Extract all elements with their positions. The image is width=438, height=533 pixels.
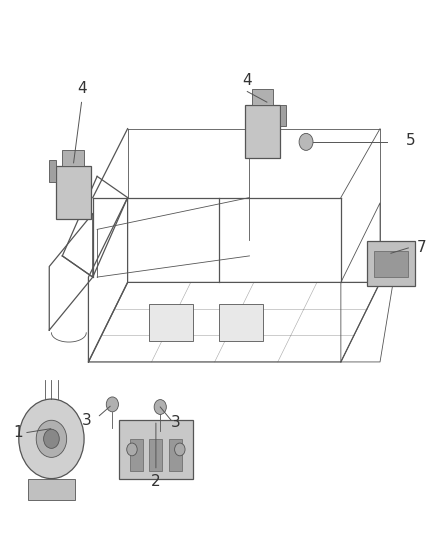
Text: 7: 7 <box>417 240 426 255</box>
Circle shape <box>106 397 118 412</box>
Bar <box>149 304 193 341</box>
Bar <box>149 439 162 471</box>
Circle shape <box>127 443 137 456</box>
Bar <box>245 105 280 158</box>
Text: 4: 4 <box>77 82 87 96</box>
Circle shape <box>299 133 313 150</box>
Bar <box>119 420 193 479</box>
Text: 2: 2 <box>151 474 161 489</box>
Circle shape <box>19 399 84 479</box>
Bar <box>374 251 408 277</box>
Circle shape <box>36 420 67 457</box>
Bar <box>49 160 56 182</box>
Text: 1: 1 <box>13 425 23 440</box>
Bar <box>252 89 273 105</box>
Bar <box>130 439 143 471</box>
Text: 4: 4 <box>243 74 252 88</box>
Bar <box>219 304 262 341</box>
Bar <box>28 479 75 500</box>
Bar <box>169 439 182 471</box>
Bar <box>280 105 286 126</box>
Bar <box>62 150 84 166</box>
Bar <box>56 166 91 219</box>
Bar <box>367 241 415 286</box>
Text: 5: 5 <box>406 133 415 148</box>
Circle shape <box>154 400 166 415</box>
Circle shape <box>44 429 59 448</box>
Circle shape <box>175 443 185 456</box>
Text: 3: 3 <box>171 415 180 431</box>
Text: 3: 3 <box>81 413 91 428</box>
